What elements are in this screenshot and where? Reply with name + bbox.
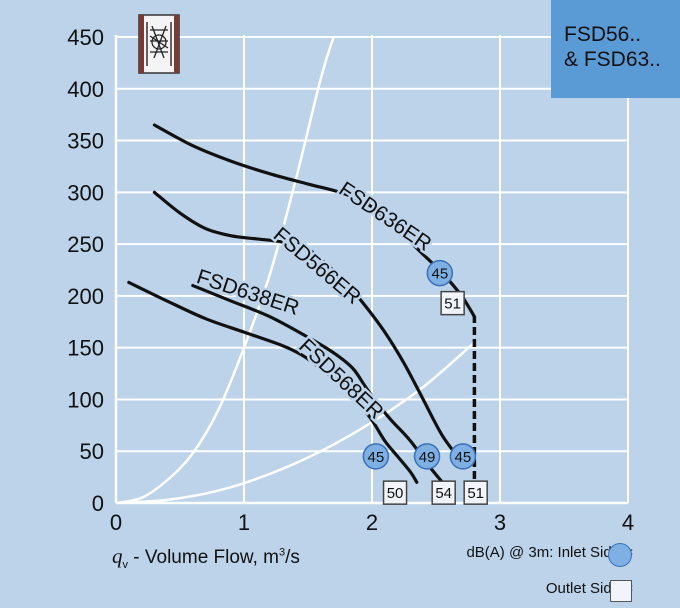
badge-line-2: & FSD63.. bbox=[564, 48, 661, 71]
system-curve bbox=[115, 341, 476, 505]
legend-inlet-circle-icon bbox=[608, 543, 632, 567]
x-tick-label: 0 bbox=[110, 510, 122, 535]
x-tick-label: 4 bbox=[622, 510, 634, 535]
inlet-marker bbox=[362, 443, 390, 470]
outlet-marker-label: 50 bbox=[387, 485, 404, 502]
legend-inlet-label: dB(A) @ 3m: Inlet Side = bbox=[466, 544, 633, 561]
legend-outlet-square-icon bbox=[610, 580, 632, 602]
unit-superscript: 3 bbox=[279, 546, 286, 559]
legend-inlet: dB(A) @ 3m: Inlet Side = bbox=[466, 544, 633, 561]
y-tick-label: 200 bbox=[67, 284, 104, 309]
series-line bbox=[191, 283, 444, 484]
outlet-marker-label: 51 bbox=[467, 485, 484, 502]
y-tick-label: 0 bbox=[92, 491, 104, 516]
x-tick-label: 3 bbox=[494, 510, 506, 535]
y-tick-label: 300 bbox=[67, 180, 104, 205]
system-curve bbox=[115, 36, 335, 505]
series-line bbox=[127, 280, 419, 484]
y-tick-label: 350 bbox=[67, 129, 104, 154]
unit-tail: /s bbox=[285, 547, 300, 568]
x-tick-label: 1 bbox=[238, 510, 250, 535]
outlet-marker bbox=[382, 480, 408, 505]
inlet-marker-label: 45 bbox=[431, 266, 448, 283]
outlet-marker-label: 54 bbox=[435, 485, 452, 502]
tick-labels: 0 1 2 3 4 0 50 100 150 200 250 300 350 400 450 bbox=[67, 25, 634, 535]
inlet-marker-label: 45 bbox=[455, 449, 472, 466]
y-tick-label: 450 bbox=[67, 25, 104, 50]
outlet-marker bbox=[440, 290, 465, 316]
inlet-marker bbox=[449, 443, 477, 470]
fan-unit-icon bbox=[138, 14, 180, 74]
grid bbox=[114, 35, 629, 505]
y-tick-label: 250 bbox=[67, 232, 104, 257]
noise-markers: 45 45 49 45 51 50 54 51 bbox=[362, 259, 488, 505]
y-tick-label: 100 bbox=[67, 387, 104, 412]
flow-symbol: q bbox=[112, 544, 123, 568]
outlet-marker bbox=[431, 480, 456, 505]
y-tick-label: 150 bbox=[67, 336, 104, 361]
model-badge: FSD56.. & FSD63.. bbox=[551, 0, 680, 98]
outlet-marker bbox=[463, 480, 488, 505]
system-curves bbox=[115, 36, 476, 505]
inlet-marker bbox=[426, 259, 454, 287]
series-line bbox=[152, 190, 464, 464]
x-axis-label: qv - Volume Flow, m3/s bbox=[112, 544, 300, 571]
inlet-marker-label: 45 bbox=[367, 449, 384, 466]
fan-curves bbox=[127, 123, 477, 503]
inlet-marker-label: 49 bbox=[419, 449, 436, 466]
outlet-marker-label: 51 bbox=[444, 296, 461, 313]
inlet-marker bbox=[413, 443, 441, 470]
x-axis-label-text: - Volume Flow, m bbox=[128, 547, 279, 568]
flow-symbol-subscript: v bbox=[122, 558, 129, 571]
badge-line-1: FSD56.. bbox=[564, 23, 642, 46]
y-tick-label: 50 bbox=[80, 439, 104, 464]
x-tick-label: 2 bbox=[366, 510, 378, 535]
y-tick-label: 400 bbox=[67, 77, 104, 102]
